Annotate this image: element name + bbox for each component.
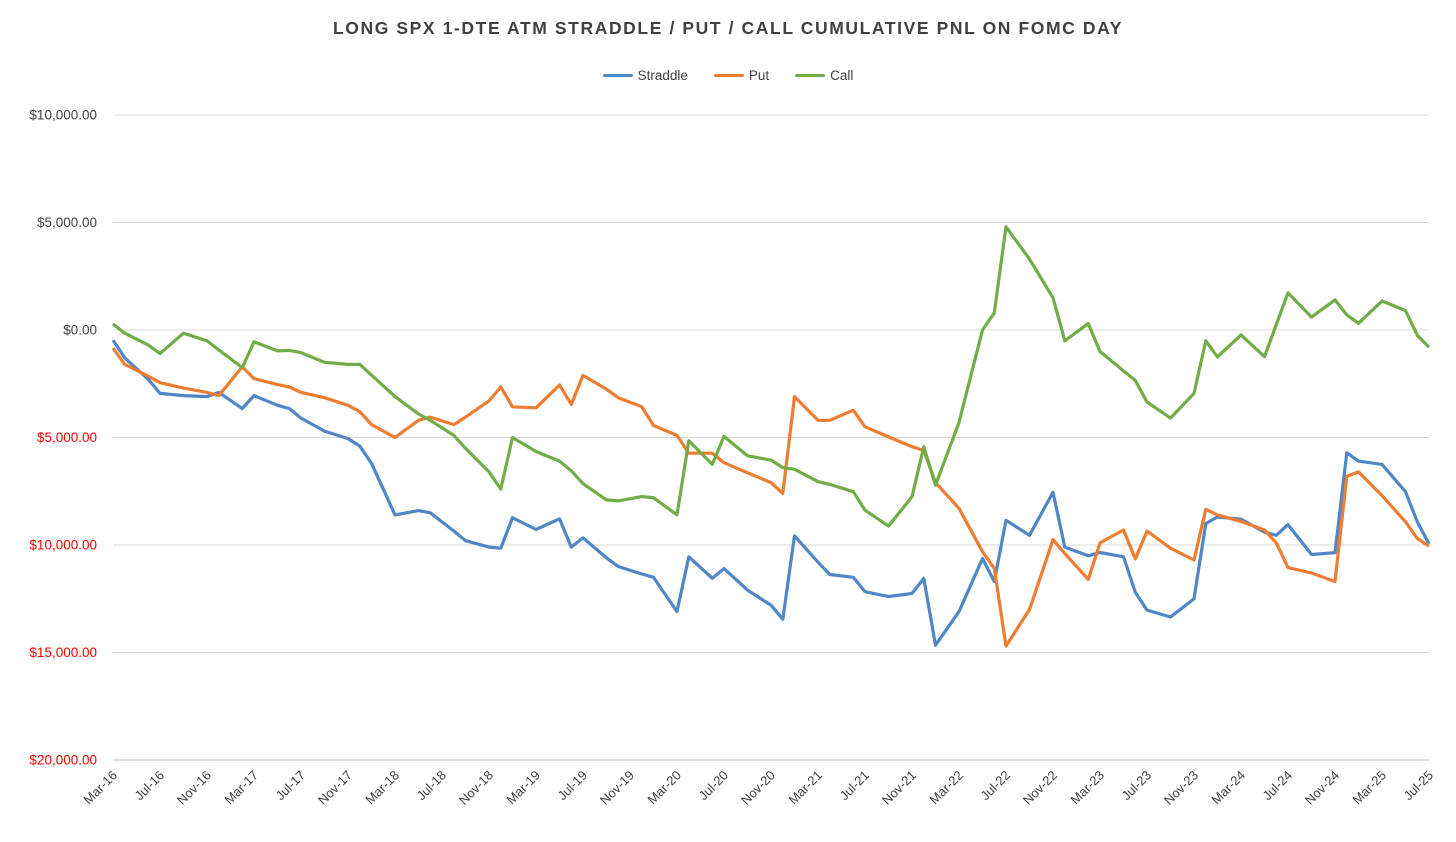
chart-legend: Straddle Put Call	[0, 68, 1456, 83]
y-axis-tick-label: $20,000.00	[29, 753, 97, 768]
y-axis-tick-label: $10,000.00	[29, 108, 97, 123]
x-axis-tick-label: Nov-24	[1302, 768, 1342, 808]
legend-item-call[interactable]: Call	[795, 68, 853, 83]
x-axis-tick-label: Mar-22	[926, 768, 966, 808]
legend-item-straddle[interactable]: Straddle	[602, 68, 688, 83]
x-axis-tick-label: Jul-21	[836, 768, 872, 804]
x-axis-tick-label: Mar-19	[503, 768, 543, 808]
x-axis-tick-label: Nov-23	[1161, 768, 1201, 808]
x-axis-tick-label: Mar-21	[785, 768, 825, 808]
x-axis-tick-label: Jul-20	[695, 768, 731, 804]
x-axis-tick-label: Jul-25	[1400, 768, 1436, 804]
x-axis-tick-label: Jul-16	[131, 768, 167, 804]
x-axis-tick-label: Nov-18	[456, 768, 496, 808]
x-axis-tick-label: Jul-23	[1118, 768, 1154, 804]
x-axis-tick-label: Jul-17	[272, 768, 308, 804]
y-axis-tick-label: $5,000.00	[37, 430, 97, 445]
x-axis-tick-label: Mar-17	[221, 768, 261, 808]
x-axis-tick-label: Mar-24	[1208, 768, 1248, 808]
legend-line-swatch	[713, 73, 744, 78]
x-axis-tick-label: Nov-17	[315, 768, 355, 808]
x-axis-tick-label: Jul-24	[1259, 768, 1295, 804]
x-axis-tick-label: Jul-22	[977, 768, 1013, 804]
x-axis-tick-label: Nov-22	[1020, 768, 1060, 808]
y-axis-tick-label: $0.00	[63, 323, 97, 338]
x-axis-tick-label: Nov-19	[597, 768, 637, 808]
legend-label: Straddle	[637, 68, 688, 83]
legend-line-swatch	[795, 73, 826, 78]
legend-label: Put	[748, 68, 770, 83]
x-axis-tick-label: Mar-23	[1067, 768, 1107, 808]
x-axis-tick-label: Nov-21	[879, 768, 919, 808]
y-axis-tick-label: $15,000.00	[29, 645, 97, 660]
y-axis-tick-label: $5,000.00	[37, 215, 97, 230]
x-axis-tick-label: Nov-16	[174, 768, 214, 808]
x-axis-tick-label: Mar-16	[80, 768, 120, 808]
series-line-put[interactable]	[111, 347, 1430, 648]
x-axis-tick-label: Nov-20	[738, 768, 778, 808]
x-axis-tick-label: Mar-18	[362, 768, 402, 808]
y-axis-tick-label: $10,000.00	[29, 538, 97, 553]
series-line-straddle[interactable]	[111, 339, 1431, 647]
chart-title: LONG SPX 1-DTE ATM STRADDLE / PUT / CALL…	[332, 18, 1124, 38]
series-line-call[interactable]	[112, 225, 1431, 528]
x-axis-tick-label: Mar-20	[644, 768, 684, 808]
x-axis-tick-label: Mar-25	[1349, 768, 1389, 808]
legend-label: Call	[830, 68, 854, 83]
x-axis-tick-label: Jul-18	[413, 768, 449, 804]
x-axis-tick-label: Jul-19	[554, 768, 590, 804]
legend-line-swatch	[602, 73, 633, 78]
legend-item-put[interactable]: Put	[713, 68, 770, 83]
